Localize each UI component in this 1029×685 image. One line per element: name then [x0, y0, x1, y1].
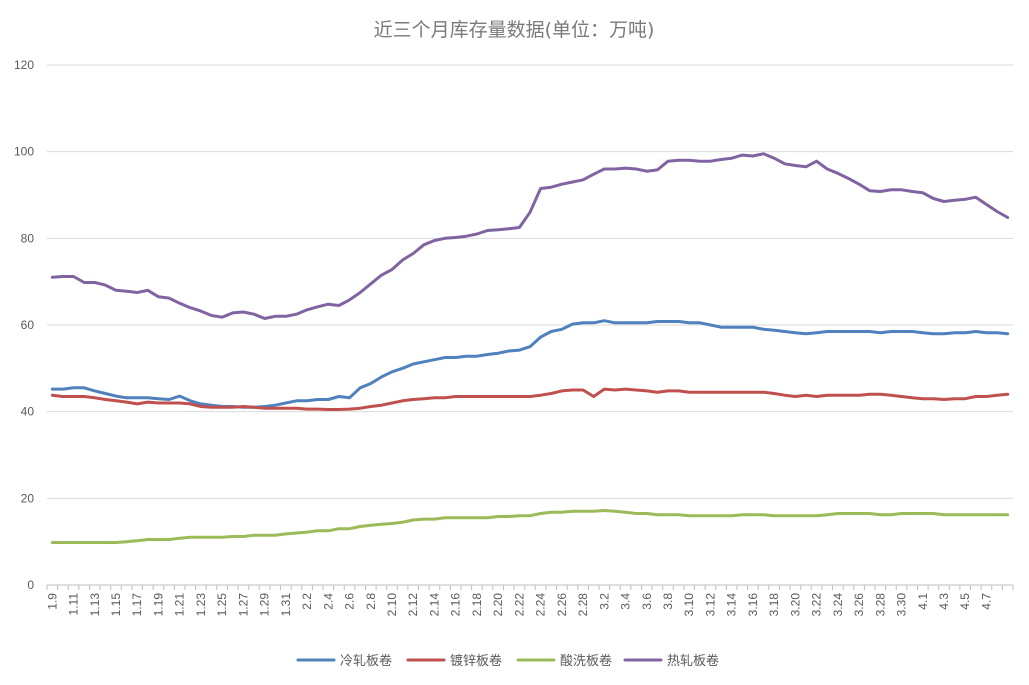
x-tick-label: 3.4	[619, 593, 633, 610]
x-tick-label: 3.16	[746, 593, 760, 617]
x-tick-label: 3.30	[895, 593, 909, 617]
chart-title: 近三个月库存量数据(单位：万吨)	[374, 19, 655, 41]
x-tick-label: 3.22	[810, 593, 824, 617]
x-tick-label: 2.26	[555, 593, 569, 617]
x-tick-label: 4.7	[979, 593, 993, 610]
x-tick-label: 3.20	[788, 593, 802, 617]
x-tick-label: 3.28	[873, 593, 887, 617]
series-line-4	[50, 152, 1010, 320]
x-tick-label: 2.2	[300, 593, 314, 610]
y-axis-ticks: 0 20 40 60 80 100 120	[14, 58, 34, 592]
series-line-1	[50, 319, 1010, 409]
legend: 冷轧板卷 镀锌板卷 酸洗板卷 热轧板卷	[296, 653, 719, 669]
x-tick-label: 3.18	[767, 593, 781, 617]
x-tick-label: 4.5	[958, 593, 972, 610]
x-tick-label: 3.2	[597, 593, 611, 610]
x-tick-label: 1.19	[151, 593, 165, 617]
x-tick-label: 2.8	[364, 593, 378, 610]
legend-label: 冷轧板卷	[340, 653, 392, 669]
x-tick-label: 1.13	[88, 593, 102, 617]
legend-label: 热轧板卷	[667, 653, 719, 669]
x-tick-label: 1.11	[67, 593, 81, 616]
x-tick-label: 2.6	[343, 593, 357, 610]
y-tick-label: 80	[21, 231, 35, 245]
x-tick-label: 2.12	[406, 593, 420, 617]
x-tick-label: 3.8	[661, 593, 675, 610]
gridlines	[47, 64, 1013, 586]
legend-label: 酸洗板卷	[560, 653, 612, 669]
x-tick-label: 1.9	[45, 593, 59, 610]
x-tick-label: 1.29	[258, 593, 272, 617]
series-line-3	[50, 509, 1010, 544]
x-tick-label: 4.3	[937, 593, 951, 610]
x-tick-label: 2.20	[491, 593, 505, 617]
x-tick-label: 3.6	[640, 593, 654, 610]
y-tick-label: 60	[21, 318, 35, 332]
x-tick-label: 2.18	[470, 593, 484, 617]
x-tick-label: 1.25	[215, 593, 229, 617]
x-tick-label: 3.24	[831, 593, 845, 617]
x-tick-label: 1.17	[130, 593, 144, 617]
x-tick-label: 1.31	[279, 593, 293, 617]
x-tick-label: 3.10	[682, 593, 696, 617]
x-tick-label: 4.1	[916, 593, 930, 610]
y-tick-label: 40	[21, 405, 35, 419]
y-tick-label: 100	[14, 145, 34, 159]
y-tick-label: 120	[14, 58, 34, 72]
x-tick-label: 3.12	[703, 593, 717, 617]
series-lines	[50, 152, 1010, 544]
x-tick-label: 3.14	[725, 593, 739, 617]
x-tick-label: 2.10	[385, 593, 399, 617]
x-tick-label: 2.16	[449, 593, 463, 617]
legend-label: 镀锌板卷	[450, 653, 502, 669]
x-tick-label: 2.4	[321, 593, 335, 610]
y-tick-label: 0	[27, 578, 34, 592]
x-tick-label: 1.21	[173, 593, 187, 617]
series-line-2	[50, 387, 1010, 411]
x-tick-label: 2.14	[427, 593, 441, 617]
x-tick-label: 2.22	[512, 593, 526, 617]
x-axis-ticks: 1.9 1.11 1.13 1.15 1.17 1.19 1.21 1.23 1.25 1.27 1…	[45, 585, 1014, 617]
x-tick-label: 2.24	[534, 593, 548, 617]
x-tick-label: 1.27	[236, 593, 250, 617]
x-tick-label: 3.26	[852, 593, 866, 617]
y-tick-label: 20	[21, 491, 35, 505]
x-tick-label: 1.15	[109, 593, 123, 617]
x-tick-label: 1.23	[194, 593, 208, 617]
x-tick-label: 2.28	[576, 593, 590, 617]
